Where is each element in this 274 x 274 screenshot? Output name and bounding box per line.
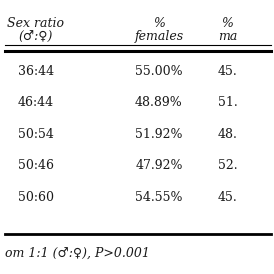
Text: 55.00%: 55.00% bbox=[135, 65, 183, 78]
Text: %: % bbox=[153, 17, 165, 30]
Text: om 1:1 (♂:♀), P>0.001: om 1:1 (♂:♀), P>0.001 bbox=[5, 247, 150, 260]
Text: 50:46: 50:46 bbox=[18, 159, 54, 172]
Text: 48.89%: 48.89% bbox=[135, 96, 183, 109]
Text: 47.92%: 47.92% bbox=[135, 159, 183, 172]
Text: 54.55%: 54.55% bbox=[135, 191, 183, 204]
Text: 45.: 45. bbox=[218, 191, 237, 204]
Text: 50:54: 50:54 bbox=[18, 128, 53, 141]
Text: %: % bbox=[221, 17, 233, 30]
Text: 51.92%: 51.92% bbox=[135, 128, 183, 141]
Text: 45.: 45. bbox=[218, 65, 237, 78]
Text: 36:44: 36:44 bbox=[18, 65, 54, 78]
Text: (♂:♀): (♂:♀) bbox=[18, 30, 53, 44]
Text: females: females bbox=[134, 30, 184, 44]
Text: ma: ma bbox=[218, 30, 237, 44]
Text: 51.: 51. bbox=[218, 96, 237, 109]
Text: 46:44: 46:44 bbox=[18, 96, 54, 109]
Text: 48.: 48. bbox=[218, 128, 237, 141]
Text: 50:60: 50:60 bbox=[18, 191, 54, 204]
Text: Sex ratio: Sex ratio bbox=[7, 17, 64, 30]
Text: 52.: 52. bbox=[218, 159, 237, 172]
